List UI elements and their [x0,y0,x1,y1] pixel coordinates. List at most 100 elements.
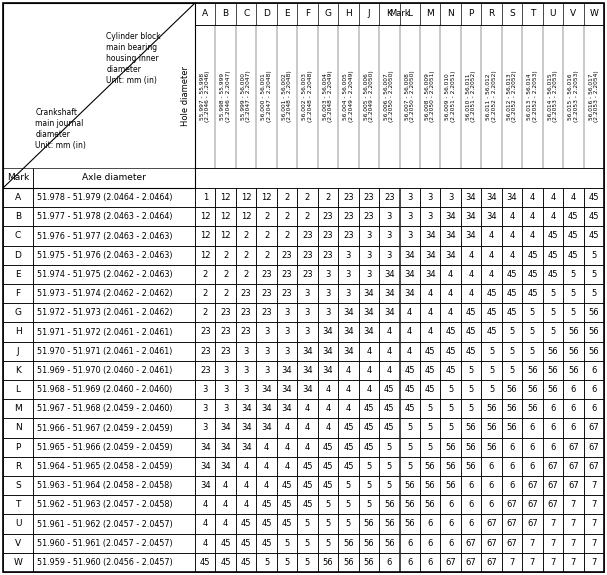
Bar [215,438,236,457]
Bar [3,207,33,227]
Bar [236,284,256,303]
Bar [3,495,33,515]
Bar [502,457,522,476]
Bar [543,227,563,246]
Bar [420,284,441,303]
Text: 6: 6 [550,443,555,452]
Text: 3: 3 [387,251,392,260]
Text: 5: 5 [366,462,371,471]
Text: 5: 5 [366,500,371,509]
Bar [256,419,277,438]
Bar [256,553,277,572]
Text: 4: 4 [264,443,269,452]
Bar [399,246,420,265]
Bar [502,284,522,303]
Text: 34: 34 [322,347,333,356]
Text: 55.999 - 56.000
(2.2047 - 2.2047): 55.999 - 56.000 (2.2047 - 2.2047) [241,71,251,122]
Text: 56: 56 [548,347,558,356]
Text: 34: 34 [425,251,435,260]
Text: 56: 56 [568,366,578,375]
Text: 6: 6 [591,366,597,375]
Bar [522,303,543,323]
Text: 6: 6 [509,462,515,471]
Text: 3: 3 [325,289,331,298]
Text: 23: 23 [282,270,293,279]
Text: 51.974 - 51.975 (2.0462 - 2.0463): 51.974 - 51.975 (2.0462 - 2.0463) [37,270,172,279]
Text: 4: 4 [325,404,331,413]
Bar [543,553,563,572]
Bar [195,515,215,534]
Bar [379,515,399,534]
Bar [338,419,359,438]
Text: 23: 23 [261,289,272,298]
Text: 34: 34 [507,193,517,202]
Text: 4: 4 [387,328,392,336]
Bar [317,265,338,284]
Bar [297,495,317,515]
Text: 51.962 - 51.963 (2.0457 - 2.0458): 51.962 - 51.963 (2.0457 - 2.0458) [37,500,172,509]
Bar [3,265,33,284]
Text: 56: 56 [364,539,374,548]
Text: 6: 6 [530,443,535,452]
Text: 34: 34 [241,424,251,432]
Bar [502,380,522,399]
Text: 5: 5 [427,424,433,432]
Text: 45: 45 [384,424,395,432]
Bar [317,457,338,476]
Text: 56.005 - 56.006
(2.2049 - 2.2050): 56.005 - 56.006 (2.2049 - 2.2050) [364,71,374,122]
Text: 2: 2 [325,193,331,202]
Text: 5: 5 [551,289,555,298]
Text: 2: 2 [285,193,290,202]
Bar [461,342,481,361]
Text: 56.012 - 56.013
(2.2052 - 2.2052): 56.012 - 56.013 (2.2052 - 2.2052) [507,71,517,122]
Text: T: T [15,500,21,509]
Text: 45: 45 [404,404,415,413]
Bar [236,361,256,380]
Bar [441,323,461,342]
Bar [359,534,379,553]
Bar [256,284,277,303]
Text: 34: 34 [425,232,435,240]
Text: 45: 45 [364,424,374,432]
Bar [195,361,215,380]
Bar [338,361,359,380]
Bar [3,323,33,342]
Bar [195,284,215,303]
Bar [543,265,563,284]
Bar [359,284,379,303]
Bar [379,399,399,419]
Bar [256,361,277,380]
Text: 12: 12 [200,212,211,221]
Text: 4: 4 [469,270,473,279]
Bar [481,303,502,323]
Bar [461,438,481,457]
Bar [543,457,563,476]
Text: 67: 67 [527,500,538,509]
Bar [338,399,359,419]
Text: 45: 45 [548,270,558,279]
Bar [256,246,277,265]
Bar [522,227,543,246]
Bar [563,476,583,495]
Bar [563,457,583,476]
Text: 34: 34 [486,212,497,221]
Bar [481,419,502,438]
Bar [236,188,256,207]
Bar [543,399,563,419]
Text: 67: 67 [486,519,497,528]
Bar [583,227,604,246]
Bar [502,361,522,380]
Bar [522,188,543,207]
Bar [543,361,563,380]
Bar [33,323,195,342]
Bar [481,188,502,207]
Bar [502,246,522,265]
Text: 5: 5 [509,347,515,356]
Bar [420,419,441,438]
Text: 2: 2 [223,251,228,260]
Bar [236,265,256,284]
Bar [33,188,195,207]
Bar [359,265,379,284]
Text: 3: 3 [264,347,270,356]
Text: 56: 56 [507,424,517,432]
